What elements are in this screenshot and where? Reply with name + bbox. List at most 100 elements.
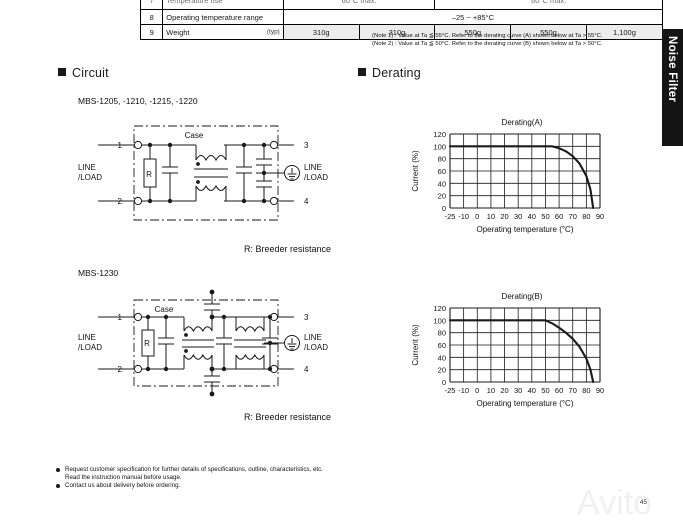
right-load-label: /LOAD [304,173,328,182]
terminal-label-3: 3 [304,141,309,150]
footer-note-continuation: Read the instruction manual before usage… [65,474,182,481]
chart-title-a: Derating(A) [501,118,543,127]
right-line-label: LINE [304,163,322,172]
terminal-label-1: 1 [118,313,123,322]
terminal-label-2: 2 [118,197,123,206]
breeder-note-2: R: Breeder resistance [244,412,332,422]
case-label: Case [155,305,174,314]
footer-note-1: Request customer specification for furth… [56,466,416,482]
bullet-dot-icon [56,468,60,473]
model-label-circuit-1: MBS-1205, -1210, -1215, -1220 [78,96,198,106]
svg-text:0: 0 [442,204,446,213]
svg-text:80: 80 [438,155,446,164]
model-label-circuit-2: MBS-1230 [78,268,119,278]
svg-text:0: 0 [442,378,446,387]
circuit-diagram-mbs-1205: Case 1 2 3 4 R LINE /LOAD LINE /LOAD [78,118,346,243]
row-item-cell: Temperature rise [162,0,284,10]
terminal-2-node [133,364,143,374]
breeder-note-1: R: Breeder resistance [244,244,332,254]
terminal-3-node [269,140,279,150]
section-heading-circuit: Circuit [58,66,109,80]
svg-text:40: 40 [438,353,446,362]
svg-text:100: 100 [433,316,446,325]
table-row: 9 Weight (typ) 310g 310g 550g 550g 1,100… [139,24,664,40]
left-line-label: LINE [78,333,96,342]
side-tab-label: Noise Filter [666,36,678,103]
watermark-avito: Avito [575,478,671,524]
row-merged-left: 60°C max. [282,0,436,10]
svg-text:40: 40 [528,212,536,221]
resistor-label: R [146,170,152,179]
svg-text:10: 10 [487,212,495,221]
row-number-cell: 8 [139,9,164,25]
svg-text:20: 20 [438,192,446,201]
svg-text:-25: -25 [445,386,456,395]
svg-text:40: 40 [438,179,446,188]
svg-text:30: 30 [514,386,522,395]
row-item-label: Operating temperature range [166,12,264,22]
svg-text:-25: -25 [445,212,456,221]
bullet-dot-icon [56,484,60,489]
svg-text:80: 80 [582,386,590,395]
terminal-label-2: 2 [118,365,123,374]
row-number-cell: 7 [139,0,164,10]
svg-text:50: 50 [541,212,549,221]
right-load-label: /LOAD [304,343,328,352]
svg-text:70: 70 [569,212,577,221]
svg-text:100: 100 [433,142,446,151]
svg-text:20: 20 [500,386,508,395]
svg-text:120: 120 [433,130,446,139]
svg-text:60: 60 [438,167,446,176]
row-item-cell: Operating temperature range [162,9,284,25]
footer-note-2: Contact us about delivery before orderin… [56,482,416,490]
weight-value-cell: 310g [282,24,360,40]
specification-table: 7 Temperature rise 60°C max. 60°C max. 8… [139,0,664,40]
svg-text:40: 40 [528,386,536,395]
table-notes: (Note 1) : Value at Ta ≦ 55°C. Refer to … [372,33,672,48]
section-title-text: Derating [372,66,421,80]
svg-text:60: 60 [555,212,563,221]
case-label: Case [185,131,204,140]
side-tab-noise-filter: Noise Filter [662,29,683,146]
resistor-label: R [144,339,150,348]
left-line-label: LINE [78,163,96,172]
terminal-label-3: 3 [304,313,309,322]
footer-notes: Request customer specification for furth… [56,466,416,490]
table-row-clipped: 7 Temperature rise 60°C max. 60°C max. [139,0,663,10]
svg-text:0: 0 [475,212,479,221]
terminal-1-node [133,312,143,322]
svg-text:-10: -10 [458,212,469,221]
weight-value-cell: 310g [358,24,436,40]
derating-chart-b: Derating(B) 0 20 40 60 80 100 120 -25 -10 0 10 20 30… [404,292,628,425]
svg-text:Operating temperature (°C): Operating temperature (°C) [476,399,573,408]
left-load-label: /LOAD [78,343,102,352]
right-line-label: LINE [304,333,322,342]
page-number: 45 [639,499,647,506]
row-item-cell: Weight (typ) [162,24,284,40]
terminal-2-node [133,196,143,206]
weight-value-cell: 550g [434,24,512,40]
svg-text:Current (%): Current (%) [411,150,420,192]
svg-text:90: 90 [596,212,604,221]
svg-text:80: 80 [582,212,590,221]
weight-value-cell: 1,100g [585,24,664,40]
bullet-square-icon [58,68,66,76]
circuit-diagram-mbs-1230: Case 1 2 3 4 R LINE /LOAD LINE /LOAD [78,288,346,413]
bullet-square-icon [358,68,366,76]
derating-chart-a: Derating(A) 0 20 40 60 80 100 120 -25 -10 0 10 20 30… [404,118,628,251]
svg-text:60: 60 [438,341,446,350]
terminal-label-4: 4 [304,365,309,374]
svg-text:120: 120 [433,304,446,313]
svg-text:20: 20 [500,212,508,221]
row-merged-right: 60°C max. [434,0,663,10]
terminal-1-node [133,140,143,150]
typ-annotation: (typ) [266,28,280,36]
svg-text:50: 50 [541,386,549,395]
left-load-label: /LOAD [78,173,102,182]
section-heading-derating: Derating [358,66,421,80]
svg-text:0: 0 [475,386,479,395]
svg-text:Current (%): Current (%) [411,324,420,366]
row-number-cell: 9 [139,24,164,40]
note-2: (Note 2) : Value at Ta ≦ 50°C. Refer to … [372,40,603,47]
